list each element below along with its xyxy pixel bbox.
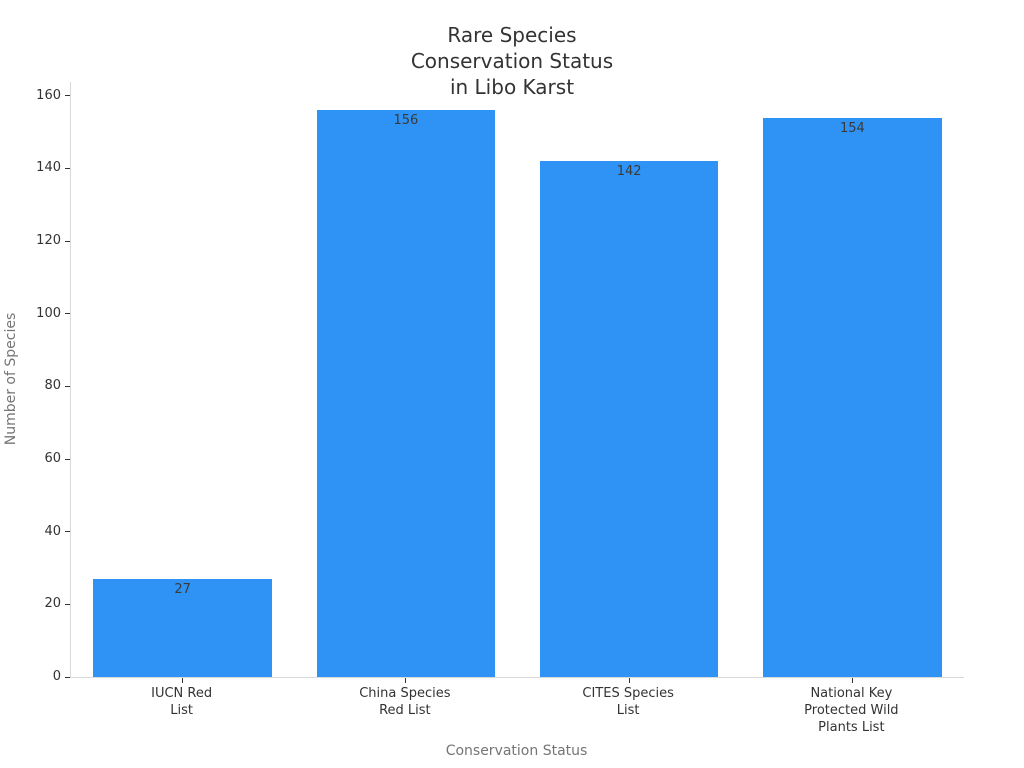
- y-tick-mark: [65, 385, 70, 387]
- bar-value-label: 142: [616, 164, 642, 180]
- plot-area: 27 156 142 154: [65, 82, 964, 683]
- x-tick-label: IUCN Red List: [151, 686, 213, 718]
- bar: [93, 578, 272, 677]
- y-tick-mark: [65, 95, 70, 97]
- y-tick-mark: [65, 313, 70, 315]
- y-tick-label: 0: [52, 669, 61, 684]
- y-tick-mark: [65, 531, 70, 533]
- y-tick-mark: [65, 676, 70, 678]
- bar: [316, 110, 496, 677]
- bar-value-label: 27: [174, 581, 191, 597]
- y-tick-label: 40: [44, 523, 61, 539]
- bar: [539, 161, 719, 677]
- x-axis-title: Conservation Status: [445, 743, 588, 759]
- bar-value-label: 154: [839, 120, 865, 136]
- y-tick-mark: [65, 240, 70, 242]
- y-tick-label: 120: [36, 233, 61, 249]
- x-tick-mark: [851, 678, 853, 683]
- x-tick-mark: [182, 678, 184, 683]
- y-tick-mark: [65, 603, 70, 605]
- y-tick-label: 100: [36, 305, 61, 321]
- bar: [763, 117, 942, 677]
- y-tick-mark: [65, 458, 70, 460]
- x-tick-mark: [405, 678, 407, 683]
- y-tick-mark: [65, 167, 70, 169]
- x-tick-label: China Species Red List: [359, 686, 451, 718]
- x-tick-label: CITES Species List: [582, 686, 674, 718]
- y-tick-label: 140: [36, 160, 61, 176]
- chart-title: Rare Species Conservation Status in Libo…: [410, 23, 614, 99]
- x-tick-mark: [628, 678, 630, 683]
- y-tick-label: 60: [44, 451, 61, 467]
- y-tick-label: 20: [44, 596, 61, 612]
- y-tick-label: 80: [44, 378, 61, 394]
- bar-value-label: 156: [393, 113, 419, 129]
- y-tick-label: 160: [36, 87, 61, 103]
- x-tick-label: National Key Protected Wild Plants List: [804, 686, 899, 735]
